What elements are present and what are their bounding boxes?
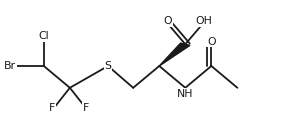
Text: NH: NH	[177, 89, 194, 99]
Text: O: O	[207, 37, 216, 47]
Text: O: O	[163, 16, 172, 26]
Text: F: F	[83, 103, 90, 113]
Text: S: S	[104, 61, 112, 71]
Text: F: F	[49, 103, 55, 113]
Text: OH: OH	[196, 16, 213, 26]
Text: Br: Br	[4, 61, 16, 71]
Text: Cl: Cl	[38, 31, 49, 41]
Polygon shape	[159, 43, 190, 66]
